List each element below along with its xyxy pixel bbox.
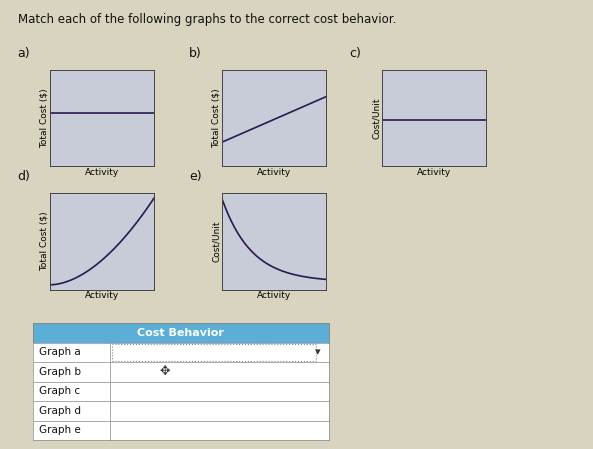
X-axis label: Activity: Activity bbox=[417, 167, 451, 176]
Text: Graph c: Graph c bbox=[39, 387, 80, 396]
Text: ✥: ✥ bbox=[160, 365, 170, 379]
Text: b): b) bbox=[189, 47, 202, 60]
X-axis label: Activity: Activity bbox=[85, 291, 119, 300]
Text: Graph a: Graph a bbox=[39, 348, 81, 357]
Y-axis label: Total Cost ($): Total Cost ($) bbox=[40, 88, 49, 148]
Text: Graph b: Graph b bbox=[39, 367, 81, 377]
Text: Cost Behavior: Cost Behavior bbox=[138, 328, 224, 338]
Text: a): a) bbox=[17, 47, 30, 60]
Y-axis label: Total Cost ($): Total Cost ($) bbox=[40, 211, 49, 271]
Text: d): d) bbox=[17, 171, 30, 184]
Text: ▾: ▾ bbox=[315, 348, 320, 357]
Y-axis label: Total Cost ($): Total Cost ($) bbox=[212, 88, 221, 148]
Text: c): c) bbox=[349, 47, 361, 60]
X-axis label: Activity: Activity bbox=[257, 291, 291, 300]
X-axis label: Activity: Activity bbox=[257, 167, 291, 176]
Text: Graph d: Graph d bbox=[39, 406, 81, 416]
Text: Match each of the following graphs to the correct cost behavior.: Match each of the following graphs to th… bbox=[18, 13, 396, 26]
X-axis label: Activity: Activity bbox=[85, 167, 119, 176]
Text: Graph e: Graph e bbox=[39, 425, 81, 435]
Y-axis label: Cost/Unit: Cost/Unit bbox=[372, 97, 381, 139]
Y-axis label: Cost/Unit: Cost/Unit bbox=[212, 220, 221, 262]
Text: e): e) bbox=[189, 171, 202, 184]
